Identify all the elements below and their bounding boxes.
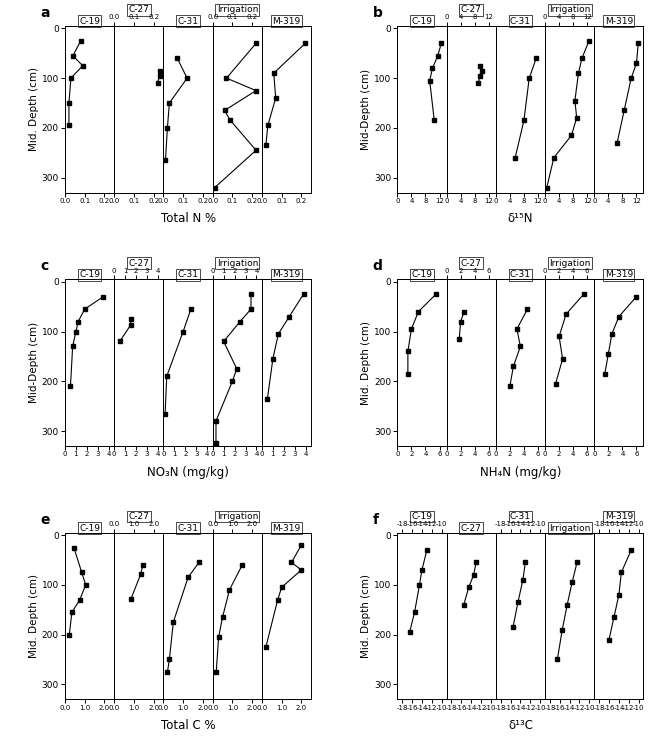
Y-axis label: Mid. Depth (cm): Mid. Depth (cm) [361, 574, 371, 658]
Title: C-19: C-19 [411, 512, 432, 521]
Y-axis label: Mid. Depth (cm): Mid. Depth (cm) [361, 320, 371, 405]
Title: M-319: M-319 [604, 512, 633, 521]
X-axis label: δ¹³C: δ¹³C [508, 719, 533, 732]
Title: C-19: C-19 [79, 270, 100, 279]
Text: d: d [372, 259, 383, 273]
Title: C-27: C-27 [461, 258, 482, 268]
Y-axis label: Mid. Depth (cm): Mid. Depth (cm) [29, 67, 39, 151]
X-axis label: NO₃N (mg/kg): NO₃N (mg/kg) [147, 466, 229, 479]
Title: C-27: C-27 [461, 523, 482, 533]
Title: C-19: C-19 [79, 523, 100, 533]
Text: c: c [40, 259, 49, 273]
Y-axis label: Mid-Depth (cm): Mid-Depth (cm) [361, 69, 371, 149]
Title: C-31: C-31 [177, 270, 199, 279]
Title: C-27: C-27 [129, 258, 150, 268]
Title: C-31: C-31 [510, 512, 531, 521]
Title: M-319: M-319 [604, 17, 633, 26]
Title: M-319: M-319 [272, 270, 301, 279]
Text: a: a [40, 6, 50, 20]
Text: b: b [372, 6, 383, 20]
X-axis label: NH₄N (mg/kg): NH₄N (mg/kg) [480, 466, 561, 479]
Text: f: f [372, 513, 379, 527]
Title: C-31: C-31 [510, 270, 531, 279]
Y-axis label: Mid-Depth (cm): Mid-Depth (cm) [29, 322, 39, 403]
Y-axis label: Mid. Depth (cm): Mid. Depth (cm) [29, 574, 39, 658]
Title: Irrigation: Irrigation [216, 512, 258, 521]
Title: Irrigation: Irrigation [549, 5, 590, 14]
Title: Irrigation: Irrigation [216, 5, 258, 14]
Title: C-31: C-31 [177, 17, 199, 26]
Title: C-19: C-19 [411, 270, 432, 279]
Title: C-27: C-27 [129, 512, 150, 521]
X-axis label: Total N %: Total N % [161, 212, 216, 226]
Title: M-319: M-319 [272, 523, 301, 533]
Title: C-31: C-31 [510, 17, 531, 26]
Title: Irrigation: Irrigation [549, 258, 590, 268]
X-axis label: Total C %: Total C % [161, 719, 215, 732]
Title: M-319: M-319 [604, 270, 633, 279]
Title: C-19: C-19 [79, 17, 100, 26]
Title: C-27: C-27 [461, 5, 482, 14]
Title: Irrigation: Irrigation [549, 523, 590, 533]
Title: C-19: C-19 [411, 17, 432, 26]
X-axis label: δ¹⁵N: δ¹⁵N [508, 212, 533, 226]
Title: C-27: C-27 [129, 5, 150, 14]
Title: M-319: M-319 [272, 17, 301, 26]
Title: C-31: C-31 [177, 523, 199, 533]
Text: e: e [40, 513, 50, 527]
Title: Irrigation: Irrigation [216, 258, 258, 268]
